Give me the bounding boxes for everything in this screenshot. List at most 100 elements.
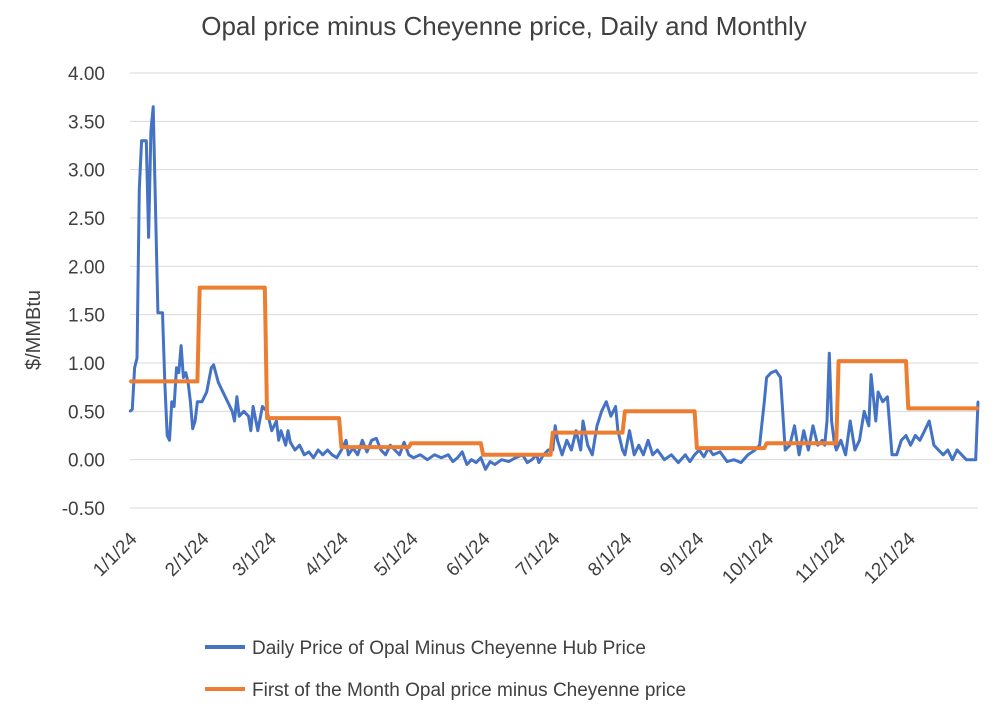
daily-data-point xyxy=(347,453,350,457)
daily-data-point xyxy=(900,439,903,442)
daily-data-point xyxy=(370,439,373,442)
x-tick-label: 7/1/24 xyxy=(512,528,565,581)
daily-data-point xyxy=(779,376,782,379)
chart-title: Opal price minus Cheyenne price, Daily a… xyxy=(201,11,807,41)
daily-data-point xyxy=(461,450,464,454)
daily-data-point xyxy=(632,453,636,457)
daily-data-point xyxy=(184,371,187,374)
daily-data-point xyxy=(895,453,898,457)
daily-data-point xyxy=(560,453,564,457)
daily-data-point xyxy=(451,460,455,463)
legend: Daily Price of Opal Minus Cheyenne Hub P… xyxy=(205,638,686,701)
daily-data-point xyxy=(628,429,631,432)
daily-data-point xyxy=(821,439,824,442)
daily-data-point xyxy=(862,410,866,413)
daily-data-point xyxy=(298,443,301,447)
daily-data-point xyxy=(128,410,132,413)
daily-data-point xyxy=(156,311,160,314)
daily-series-line xyxy=(129,105,980,471)
daily-data-point xyxy=(330,453,334,457)
daily-data-point xyxy=(783,448,787,452)
daily-data-point xyxy=(874,419,877,423)
daily-data-point xyxy=(828,352,831,355)
daily-data-point xyxy=(651,453,654,457)
daily-data-point xyxy=(609,414,613,418)
daily-data-point xyxy=(579,448,582,452)
daily-data-point xyxy=(858,439,861,442)
daily-data-point xyxy=(904,434,908,437)
monthly-data-point xyxy=(904,359,908,363)
daily-data-point xyxy=(763,400,766,403)
daily-data-point xyxy=(335,456,338,459)
daily-data-point xyxy=(196,400,199,403)
daily-data-point xyxy=(365,450,369,454)
y-tick-label: 2.00 xyxy=(68,257,105,278)
daily-data-point xyxy=(570,448,573,452)
monthly-data-point xyxy=(337,416,341,420)
daily-data-point xyxy=(591,453,594,457)
monthly-data-point xyxy=(340,445,343,449)
daily-data-point xyxy=(507,460,510,463)
daily-data-point xyxy=(419,453,422,457)
daily-data-point xyxy=(326,448,329,452)
daily-data-point xyxy=(844,453,847,457)
monthly-data-point xyxy=(409,442,413,445)
daily-data-point xyxy=(621,448,624,452)
daily-data-point xyxy=(932,443,936,447)
daily-data-point xyxy=(149,129,153,133)
monthly-data-point xyxy=(835,442,838,445)
gridlines xyxy=(130,72,978,509)
daily-data-point xyxy=(465,463,469,466)
daily-data-point xyxy=(493,463,496,466)
daily-data-point xyxy=(433,453,436,457)
daily-data-point xyxy=(955,448,959,452)
daily-data-point xyxy=(270,429,273,432)
y-tick-label: 3.50 xyxy=(68,112,105,133)
daily-data-point xyxy=(614,405,617,408)
daily-data-point xyxy=(275,419,278,423)
daily-data-point xyxy=(247,414,250,418)
daily-data-point xyxy=(976,400,980,403)
daily-data-point xyxy=(600,410,603,413)
daily-data-point xyxy=(537,461,541,464)
daily-data-point xyxy=(951,458,954,461)
daily-data-point xyxy=(237,414,241,418)
daily-data-point xyxy=(168,439,171,442)
daily-data-point xyxy=(488,460,492,463)
daily-data-point xyxy=(869,373,873,376)
daily-data-point xyxy=(484,468,487,471)
daily-data-point xyxy=(876,390,880,394)
daily-data-point xyxy=(340,448,343,452)
y-tick-label: 1.00 xyxy=(68,354,105,375)
daily-data-point xyxy=(456,456,459,459)
daily-data-point xyxy=(586,443,589,447)
monthly-data-point xyxy=(907,407,910,410)
daily-data-point xyxy=(242,410,246,413)
y-tick-label: 0.50 xyxy=(68,402,105,423)
daily-data-point xyxy=(191,427,194,430)
daily-data-point xyxy=(886,395,889,399)
legend-label: Daily Price of Opal Minus Cheyenne Hub P… xyxy=(252,638,646,659)
x-tick-label: 9/1/24 xyxy=(656,528,709,581)
daily-data-point xyxy=(595,424,599,428)
daily-data-point xyxy=(811,424,815,428)
daily-data-point xyxy=(890,453,894,457)
daily-data-point xyxy=(175,366,178,370)
daily-data-point xyxy=(170,400,174,403)
monthly-data-point xyxy=(551,431,555,434)
daily-data-point xyxy=(440,456,443,459)
daily-data-point xyxy=(941,453,945,457)
daily-data-point xyxy=(321,453,325,457)
daily-data-point xyxy=(830,419,833,423)
daily-data-point xyxy=(189,400,192,403)
daily-data-point xyxy=(974,458,977,461)
daily-data-point xyxy=(677,461,680,464)
daily-data-point xyxy=(212,363,215,367)
daily-data-point xyxy=(289,441,292,444)
daily-data-point xyxy=(825,419,829,423)
daily-data-point xyxy=(797,453,801,457)
daily-data-point xyxy=(140,139,143,142)
daily-data-point xyxy=(384,453,387,457)
x-tick-label: 8/1/24 xyxy=(584,528,637,581)
y-tick-label: 2.50 xyxy=(68,209,105,230)
